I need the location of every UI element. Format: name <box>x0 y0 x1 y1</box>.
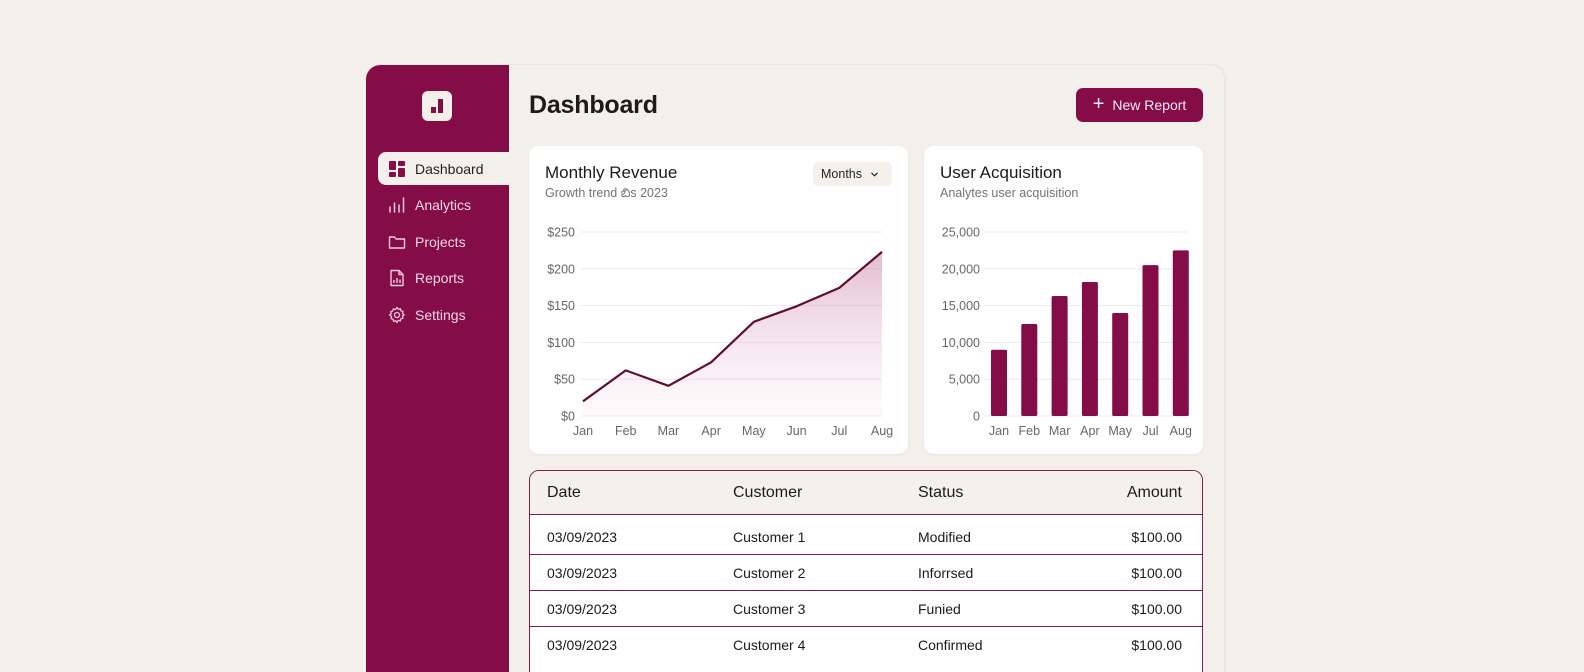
cell-date: 03/09/2023 <box>547 637 618 653</box>
folder-icon <box>388 233 406 251</box>
svg-text:10,000: 10,000 <box>942 336 980 350</box>
svg-text:Aug: Aug <box>1170 424 1192 438</box>
svg-text:25,000: 25,000 <box>942 226 980 240</box>
sidebar-item-label: Reports <box>415 270 465 286</box>
analytics-bars-icon <box>388 196 406 214</box>
plus-icon: + <box>1092 93 1105 115</box>
table-row[interactable]: 03/09/2023 Customer 4 Confirmed $100.00 <box>530 627 1202 663</box>
svg-text:0: 0 <box>973 410 980 424</box>
cell-customer: Customer 2 <box>733 564 806 581</box>
cell-amount: $100.00 <box>1131 600 1182 617</box>
svg-text:Jan: Jan <box>573 424 593 438</box>
card-title: Monthly Revenue <box>545 163 678 182</box>
svg-text:$200: $200 <box>547 262 575 276</box>
table-header: Date Customer Status Amount <box>530 471 1202 515</box>
cell-status: Confirmed <box>918 637 983 653</box>
new-report-label: New Report <box>1112 97 1187 113</box>
app-window: Dashboard Analytics Projects Reports <box>366 65 1224 672</box>
table-row[interactable]: 03/09/2023 Customer 1 Modified $100.00 <box>530 515 1202 555</box>
column-header-customer[interactable]: Customer <box>733 483 803 501</box>
cell-amount: $100.00 <box>1131 637 1182 653</box>
svg-text:Jul: Jul <box>831 424 847 438</box>
new-report-button[interactable]: + New Report <box>1076 88 1203 122</box>
cell-amount: $100.00 <box>1131 528 1182 545</box>
cell-date: 03/09/2023 <box>547 600 618 617</box>
card-subtitle: Analytes user acquisition <box>940 186 1079 200</box>
sidebar-nav: Dashboard Analytics Projects Reports <box>378 152 509 335</box>
sidebar-item-reports[interactable]: Reports <box>378 262 509 295</box>
svg-text:15,000: 15,000 <box>942 299 980 313</box>
table-body: 03/09/2023 Customer 1 Modified $100.00 0… <box>530 515 1202 663</box>
svg-text:$0: $0 <box>561 410 575 424</box>
svg-text:20,000: 20,000 <box>942 262 980 276</box>
cell-status: Modified <box>918 528 971 545</box>
svg-text:$150: $150 <box>547 299 575 313</box>
svg-text:Mar: Mar <box>1049 424 1071 438</box>
cell-date: 03/09/2023 <box>547 564 618 581</box>
period-dropdown[interactable]: Months <box>813 162 892 186</box>
svg-text:5,000: 5,000 <box>949 373 980 387</box>
sidebar-item-label: Analytics <box>415 197 472 213</box>
main-content: Dashboard + New Report Monthly Revenue G… <box>509 65 1224 672</box>
svg-text:$100: $100 <box>547 336 575 350</box>
svg-text:Jun: Jun <box>786 424 806 438</box>
cell-status: Inforrsed <box>918 564 974 581</box>
svg-text:$250: $250 <box>547 226 575 240</box>
sidebar-item-projects[interactable]: Projects <box>378 225 509 258</box>
card-title: User Acquisition <box>940 163 1062 182</box>
svg-text:May: May <box>742 424 766 438</box>
chevron-down-icon <box>871 172 878 177</box>
table-row[interactable]: 03/09/2023 Customer 2 Inforrsed $100.00 <box>530 555 1202 591</box>
svg-text:Jul: Jul <box>1143 424 1159 438</box>
sidebar-item-label: Settings <box>415 306 466 323</box>
svg-text:Mar: Mar <box>658 424 680 438</box>
column-header-amount[interactable]: Amount <box>1126 483 1182 501</box>
sidebar-item-label: Dashboard <box>415 160 484 177</box>
monthly-revenue-card: Monthly Revenue Growth trend బిs 2023 Mo… <box>529 146 908 454</box>
svg-text:Aug: Aug <box>871 424 893 438</box>
cell-customer: Customer 4 <box>733 637 806 653</box>
table-row[interactable]: 03/09/2023 Customer 3 Funied $100.00 <box>530 591 1202 627</box>
transactions-table: Date Customer Status Amount 03/09/2023 C… <box>529 470 1203 672</box>
sidebar: Dashboard Analytics Projects Reports <box>366 65 509 672</box>
cell-amount: $100.00 <box>1131 564 1182 581</box>
dropdown-value: Months <box>821 167 862 181</box>
sidebar-item-label: Projects <box>415 233 466 250</box>
sidebar-item-dashboard[interactable]: Dashboard <box>378 152 509 185</box>
svg-text:Jan: Jan <box>989 424 1009 438</box>
svg-text:May: May <box>1108 424 1132 438</box>
svg-text:Feb: Feb <box>615 424 637 438</box>
column-header-status[interactable]: Status <box>918 483 964 501</box>
gear-icon <box>388 306 406 324</box>
user-acquisition-card: User Acquisition Analytes user acquisiti… <box>924 146 1203 454</box>
svg-text:$50: $50 <box>554 373 575 387</box>
cell-status: Funied <box>918 600 961 617</box>
page-title: Dashboard <box>529 91 658 119</box>
column-header-date[interactable]: Date <box>547 483 581 501</box>
cell-customer: Customer 1 <box>733 528 806 545</box>
dashboard-grid-icon <box>388 160 406 178</box>
card-subtitle: Growth trend బిs 2023 <box>545 186 668 200</box>
svg-text:Feb: Feb <box>1019 424 1041 438</box>
sidebar-item-analytics[interactable]: Analytics <box>378 189 509 222</box>
svg-text:Apr: Apr <box>1080 424 1099 438</box>
cell-customer: Customer 3 <box>733 600 806 617</box>
bar-chart-logo-icon[interactable] <box>422 91 452 121</box>
sidebar-item-settings[interactable]: Settings <box>378 298 509 331</box>
svg-text:Apr: Apr <box>701 424 720 438</box>
report-file-icon <box>388 269 406 287</box>
cell-date: 03/09/2023 <box>547 528 618 545</box>
